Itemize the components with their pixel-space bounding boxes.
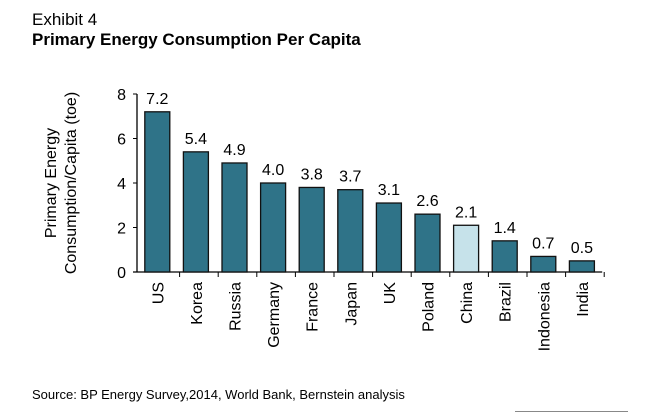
x-tick-label: China <box>459 282 476 324</box>
source-note: Source: BP Energy Survey,2014, World Ban… <box>32 387 405 402</box>
x-tick-label: Germany <box>266 282 283 348</box>
divider <box>515 411 628 412</box>
bar-france <box>298 186 325 273</box>
data-label: 4.9 <box>223 142 245 159</box>
chart-title: Primary Energy Consumption Per Capita <box>32 30 361 49</box>
data-label: 1.4 <box>494 220 516 237</box>
x-tick-label: US <box>150 282 167 304</box>
bar-china <box>452 224 480 273</box>
bar-indonesia <box>530 255 557 273</box>
bar-poland <box>414 213 441 273</box>
x-tick-label: Japan <box>343 282 360 326</box>
data-label: 3.8 <box>301 166 323 183</box>
x-tick-label: India <box>575 282 592 317</box>
data-label: 5.4 <box>185 131 207 148</box>
x-tick-label: UK <box>382 282 399 305</box>
bar-india <box>568 260 596 273</box>
x-tick-label: France <box>305 282 322 332</box>
data-label: 3.1 <box>378 182 400 199</box>
bar-russia <box>221 162 248 273</box>
data-label: 0.7 <box>532 235 554 252</box>
y-axis-label: Primary Energy <box>43 128 60 238</box>
x-tick-label: Poland <box>421 282 438 332</box>
x-tick-label: Brazil <box>498 282 515 322</box>
y-tick-label: 0 <box>117 265 126 282</box>
y-tick-label: 6 <box>117 132 126 149</box>
x-tick-label: Russia <box>228 282 245 331</box>
data-label: 2.6 <box>416 193 438 210</box>
y-axis-label: Consumption/Capita (toe) <box>63 92 80 274</box>
data-label: 0.5 <box>571 240 593 257</box>
data-label: 3.7 <box>339 169 361 186</box>
bar-japan <box>337 189 364 273</box>
y-tick-label: 4 <box>117 176 126 193</box>
x-tick-label: Indonesia <box>536 282 553 351</box>
data-label: 2.1 <box>455 204 477 221</box>
y-tick-label: 2 <box>117 221 126 238</box>
y-tick-label: 8 <box>117 87 126 104</box>
bar-brazil <box>491 240 518 273</box>
bar-germany <box>259 182 287 273</box>
exhibit-number: Exhibit 4 <box>32 10 98 29</box>
bar-korea <box>182 151 210 273</box>
bar-uk <box>375 202 403 273</box>
bar-us <box>144 111 171 273</box>
data-label: 7.2 <box>146 91 168 108</box>
data-label: 4.0 <box>262 162 284 179</box>
x-tick-label: Korea <box>189 282 206 325</box>
